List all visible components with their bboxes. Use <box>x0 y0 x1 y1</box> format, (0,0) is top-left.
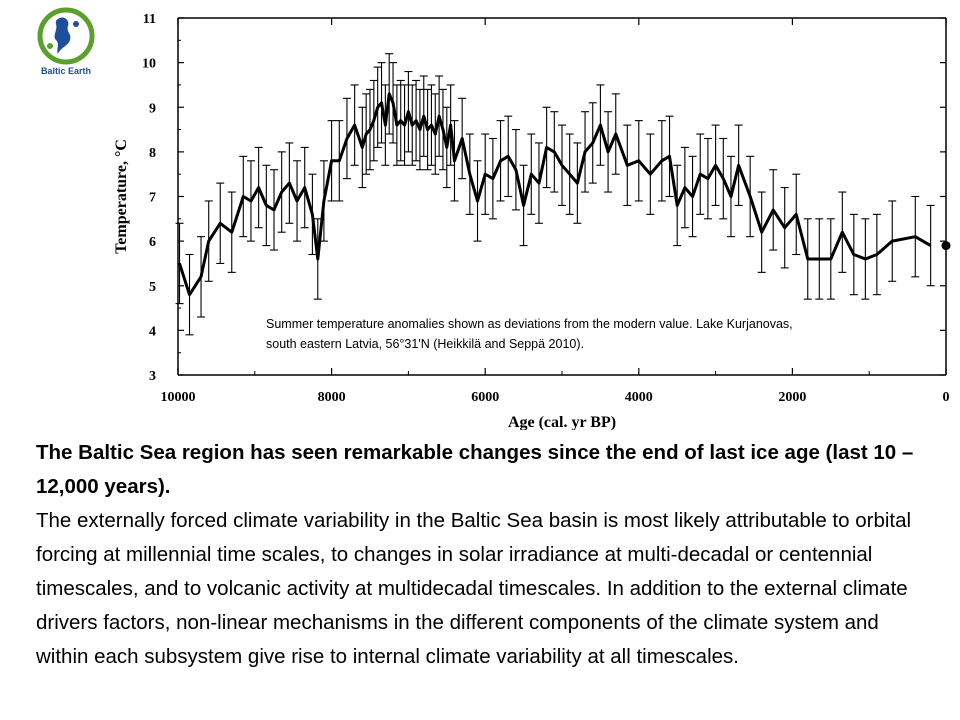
y-tick-label: 3 <box>149 369 156 384</box>
y-tick-label: 8 <box>149 146 156 161</box>
y-tick-label: 5 <box>149 280 156 295</box>
y-tick-label: 6 <box>149 235 156 250</box>
x-tick-label: 10000 <box>161 390 196 405</box>
y-axis-label: Temperature, °C <box>113 139 130 254</box>
x-tick-label: 0 <box>943 390 950 405</box>
temperature-chart: 3 4 5 6 7 8 9 10 11 10000 8000 6000 4000 2000 0 Age (… <box>113 12 951 430</box>
x-axis-ticks: 10000 8000 6000 4000 2000 0 <box>161 18 950 405</box>
body-paragraph: The externally forced climate variabilit… <box>36 509 912 668</box>
chart-annotation-text: Summer temperature anomalies shown as de… <box>266 317 793 351</box>
y-tick-label: 7 <box>149 191 156 206</box>
y-tick-label: 10 <box>142 57 156 72</box>
y-tick-label: 9 <box>149 101 156 116</box>
temperature-line <box>178 92 932 297</box>
x-tick-label: 6000 <box>471 390 499 405</box>
x-tick-label: 8000 <box>318 390 346 405</box>
y-tick-label: 11 <box>143 12 156 27</box>
x-tick-label: 2000 <box>778 390 806 405</box>
x-axis-label: Age (cal. yr BP) <box>508 414 616 430</box>
baltic-earth-logo <box>30 6 102 82</box>
error-bars <box>175 53 935 336</box>
baltic-earth-logo-icon <box>37 7 95 65</box>
headline: The Baltic Sea region has seen remarkabl… <box>36 441 914 498</box>
x-tick-label: 4000 <box>625 390 653 405</box>
y-axis-ticks: 3 4 5 6 7 8 9 10 11 <box>142 12 946 384</box>
temperature-series <box>178 92 951 297</box>
body-text: The Baltic Sea region has seen remarkabl… <box>36 436 936 674</box>
logo-label: Baltic Earth <box>40 66 91 76</box>
chart-annotation: Summer temperature anomalies shown as de… <box>266 317 793 351</box>
y-tick-label: 4 <box>149 324 156 339</box>
modern-value-point <box>941 241 951 251</box>
